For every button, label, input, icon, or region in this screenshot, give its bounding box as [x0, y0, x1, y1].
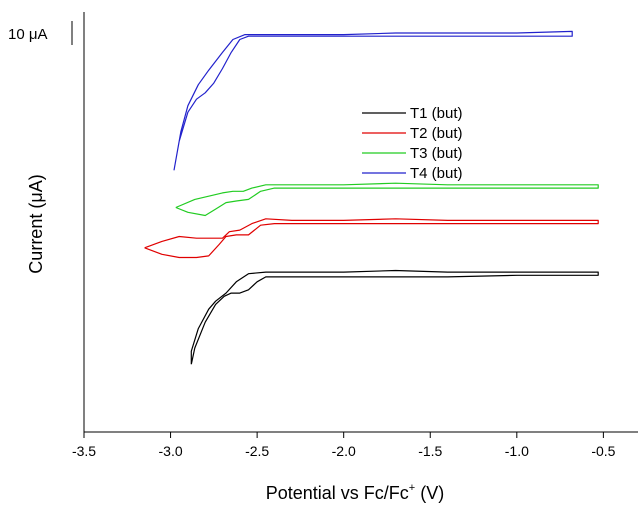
x-tick-label: -2.0 [332, 443, 356, 459]
x-axis-title-main: Potential vs Fc/Fc [266, 483, 409, 503]
x-axis-title-superscript: + [409, 482, 415, 494]
x-tick-label: -1.5 [418, 443, 442, 459]
legend-label: T4 (but) [410, 165, 463, 182]
series-line-3 [175, 182, 599, 217]
legend-label: T2 (but) [410, 125, 463, 142]
series-lines [144, 30, 599, 365]
series-line-1 [190, 269, 599, 365]
legend: T1 (but) T2 (but) T3 (but) T4 (but) [362, 105, 463, 182]
x-ticks: -3.5 -3.0 -2.5 -2.0 -1.5 -1.0 -0.5 [72, 432, 616, 459]
series-line-2 [144, 218, 599, 259]
x-tick-label: -0.5 [591, 443, 615, 459]
series-line-4 [173, 30, 573, 171]
x-tick-label: -3.5 [72, 443, 96, 459]
x-tick-label: -2.5 [245, 443, 269, 459]
x-tick-label: -3.0 [159, 443, 183, 459]
axes [83, 12, 638, 433]
scale-bar: 10 μA [8, 21, 73, 45]
x-axis-title-unit: (V) [415, 483, 444, 503]
x-axis-title: Potential vs Fc/Fc+ (V) [266, 482, 444, 503]
y-axis-title: Current (μA) [26, 174, 46, 273]
legend-label: T3 (but) [410, 145, 463, 162]
legend-label: T1 (but) [410, 105, 463, 122]
scale-bar-label: 10 μA [8, 26, 48, 43]
x-tick-label: -1.0 [505, 443, 529, 459]
